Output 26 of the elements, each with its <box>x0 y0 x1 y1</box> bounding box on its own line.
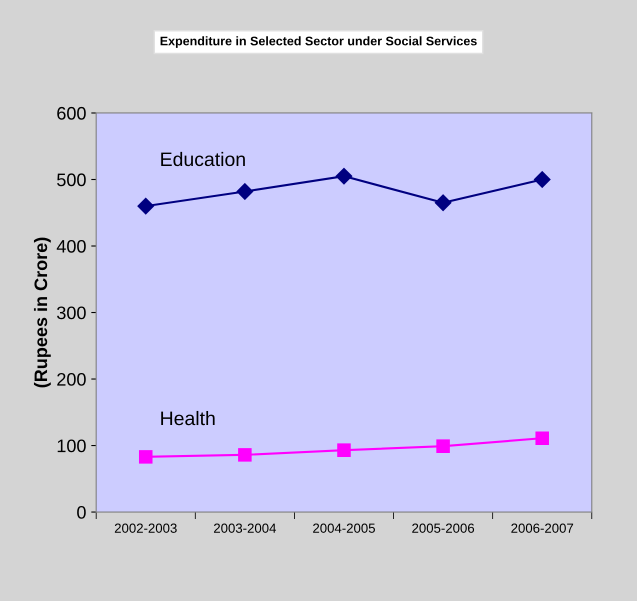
x-tick-label: 2005-2006 <box>412 524 474 533</box>
series-label: Education <box>161 152 245 166</box>
x-tick-label: 2006-2007 <box>511 524 574 533</box>
point <box>336 168 352 185</box>
point <box>535 431 549 445</box>
y-tick-label: 200 <box>57 372 86 386</box>
x-tick-label: 2004-2005 <box>313 524 375 533</box>
y-axis-title: (Rupees in Crore) <box>34 238 51 388</box>
point <box>238 448 252 462</box>
y-tick-label: 0 <box>77 506 86 519</box>
x-tick-label: 2002-2003 <box>114 524 177 533</box>
y-tick-label: 300 <box>57 306 86 320</box>
chart-title: Expenditure in Selected Sector under Social Services <box>160 36 477 48</box>
point <box>436 439 450 453</box>
point <box>137 198 154 214</box>
x-tick-label: 2003-2004 <box>214 524 276 533</box>
y-tick-label: 400 <box>56 240 86 253</box>
y-tick-label: 600 <box>57 106 86 120</box>
point <box>534 171 551 188</box>
y-tick-label: 500 <box>57 173 86 186</box>
point <box>138 450 153 464</box>
point <box>337 443 351 457</box>
point <box>236 183 254 200</box>
point <box>434 194 452 212</box>
y-tick-label: 100 <box>58 439 86 452</box>
series-label: Health <box>161 410 215 426</box>
